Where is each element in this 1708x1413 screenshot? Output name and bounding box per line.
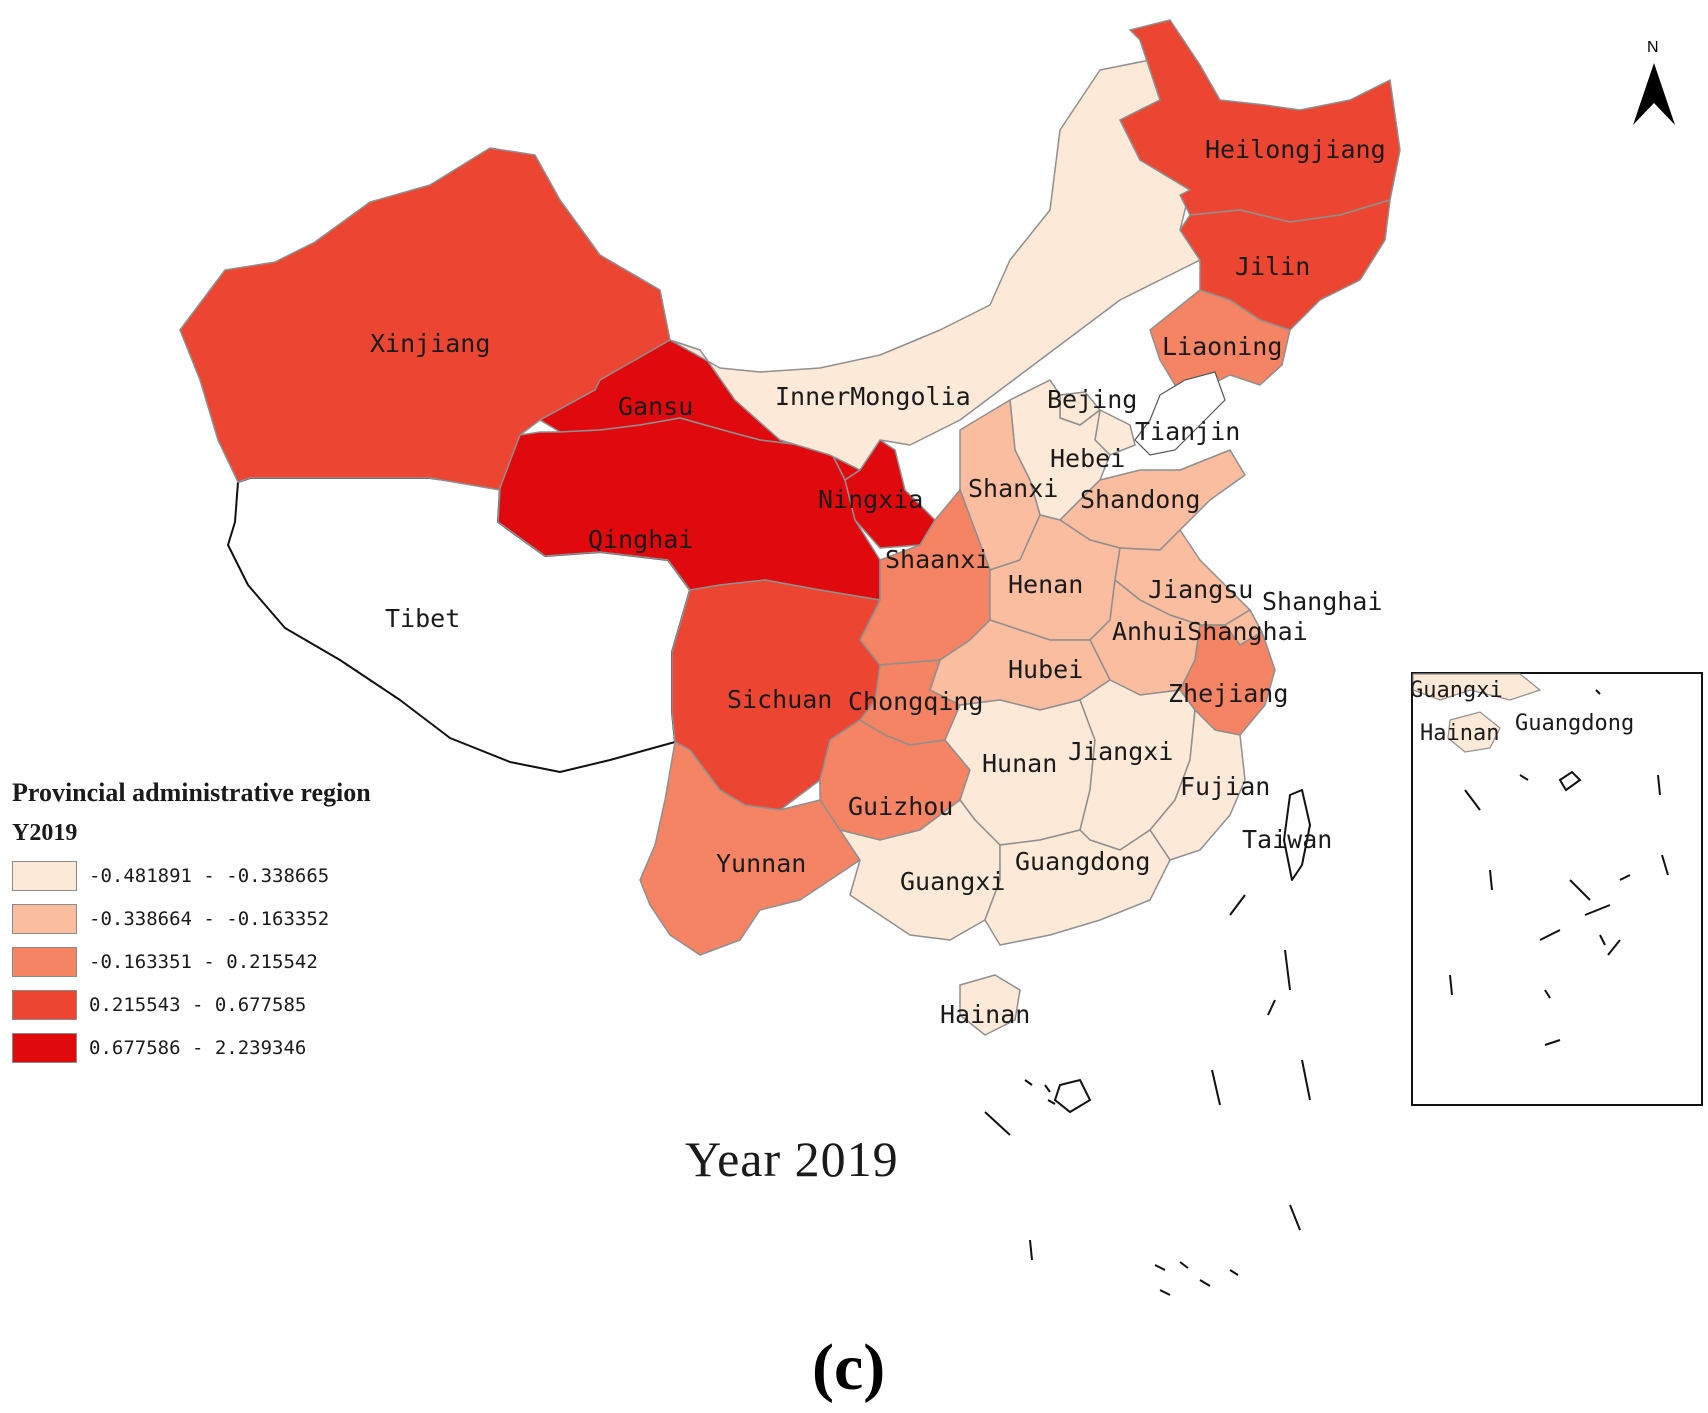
label-hebei: Hebei [1050, 444, 1125, 473]
label-sichuan: Sichuan [727, 685, 832, 714]
label-tianjin: Tianjin [1135, 417, 1240, 446]
label-xinjiang: Xinjiang [370, 329, 490, 358]
label-qinghai: Qinghai [588, 525, 693, 554]
label-liaoning: Liaoning [1162, 332, 1282, 361]
legend-item: -0.338664 - -0.163352 [12, 903, 329, 935]
label-jiangxi: Jiangxi [1068, 737, 1173, 766]
label-guangdong: Guangdong [1015, 847, 1150, 876]
inset-label-guangdong: Guangdong [1515, 711, 1634, 736]
label-heilongjiang: Heilongjiang [1205, 135, 1386, 164]
legend-swatch [12, 1033, 77, 1063]
label-shanxi: Shanxi [968, 474, 1058, 503]
north-arrow-icon: N [1633, 39, 1675, 125]
label-gansu: Gansu [618, 392, 693, 421]
legend-item: 0.215543 - 0.677585 [12, 989, 306, 1021]
province-hainan [959, 974, 1021, 1036]
legend-title: Provincial administrative region [12, 778, 371, 807]
north-letter: N [1647, 39, 1659, 56]
inset-label-hainan: Hainan [1420, 721, 1499, 746]
legend-swatch [12, 990, 77, 1020]
label-yunnan: Yunnan [716, 849, 806, 878]
label-anhui-shanghai: AnhuiShanghai [1112, 617, 1308, 646]
province-guangdong [984, 829, 1171, 946]
label-zhejiang: Zhejiang [1168, 679, 1288, 708]
inset-hainan [1447, 711, 1501, 753]
legend-range: -0.338664 - -0.163352 [89, 908, 330, 930]
label-jilin: Jilin [1235, 252, 1310, 281]
label-guizhou: Guizhou [848, 792, 953, 821]
legend-item: 0.677586 - 2.239346 [12, 1032, 306, 1064]
label-ningxia: Ningxia [818, 485, 923, 514]
label-inner-mongolia: InnerMongolia [775, 382, 971, 411]
panel-label: (c) [812, 1331, 886, 1404]
bohai-sea [1134, 371, 1226, 456]
province-taiwan [1283, 789, 1311, 881]
province-liaoning [1149, 289, 1291, 391]
map-title: Year 2019 [685, 1131, 899, 1187]
legend-range: -0.481891 - -0.338665 [89, 865, 330, 887]
legend-swatch [12, 861, 77, 891]
inset-map: Guangxi Hainan Guangdong [1410, 672, 1703, 1106]
province-fujian [1149, 709, 1246, 861]
legend-range: -0.163351 - 0.215542 [89, 951, 318, 973]
label-jiangsu: Jiangsu [1148, 575, 1253, 604]
label-taiwan: Taiwan [1242, 825, 1332, 854]
label-shaanxi: Shaanxi [885, 545, 990, 574]
label-hubei: Hubei [1008, 655, 1083, 684]
legend-swatch [12, 947, 77, 977]
province-jilin [1179, 199, 1391, 331]
province-yunnan [639, 741, 861, 956]
south-china-sea-islands [984, 894, 1311, 1296]
label-hainan: Hainan [940, 1000, 1030, 1029]
label-hunan: Hunan [982, 749, 1057, 778]
label-chongqing: Chongqing [848, 687, 983, 716]
legend-range: 0.215543 - 0.677585 [89, 994, 307, 1016]
inset-label-guangxi: Guangxi [1410, 678, 1503, 703]
label-beijing: Bejing [1047, 385, 1137, 414]
legend-item: -0.481891 - -0.338665 [12, 860, 329, 892]
legend-field-name: Y2019 [12, 820, 78, 846]
label-shanghai: Shanghai [1262, 587, 1382, 616]
label-guangxi: Guangxi [900, 867, 1005, 896]
inset-guangxi-guangdong [1412, 673, 1542, 701]
label-shandong: Shandong [1080, 485, 1200, 514]
legend-swatch [12, 904, 77, 934]
legend-range: 0.677586 - 2.239346 [89, 1037, 307, 1059]
label-fujian: Fujian [1180, 772, 1270, 801]
legend-item: -0.163351 - 0.215542 [12, 946, 318, 978]
label-tibet: Tibet [385, 604, 460, 633]
label-henan: Henan [1008, 570, 1083, 599]
